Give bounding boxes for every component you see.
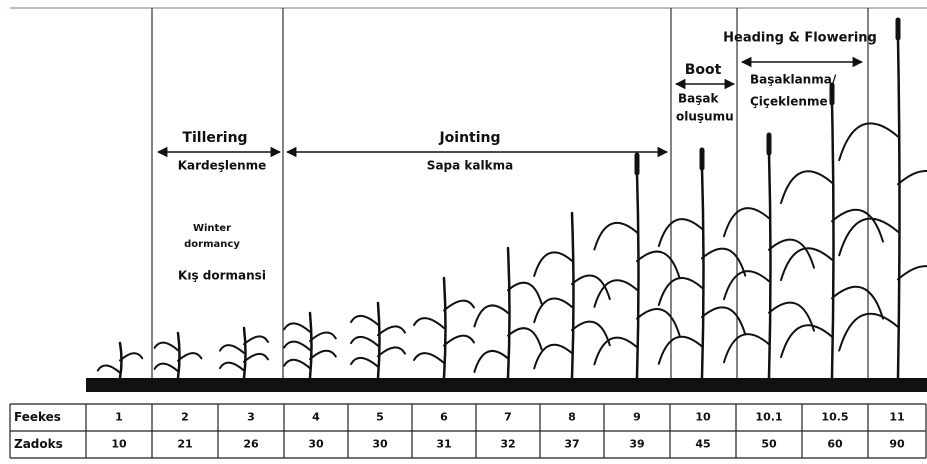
table-cell: 30 — [308, 438, 324, 451]
leaf — [781, 248, 832, 280]
stage-name: Heading & Flowering — [723, 31, 877, 46]
stage-local-name: Başaklanma/ — [750, 73, 837, 87]
leaf — [534, 299, 572, 323]
row-label: Zadoks — [14, 437, 63, 451]
stage-local-name: Çiçeklenme — [750, 95, 828, 109]
leaf — [508, 328, 542, 349]
table-cell: 10.1 — [755, 411, 782, 424]
dormancy-local-name: Kış dormansi — [178, 269, 266, 283]
table-cell: 39 — [629, 438, 644, 451]
leaf — [534, 252, 572, 276]
table-cell: 6 — [440, 411, 448, 424]
table-cell: 60 — [827, 438, 843, 451]
leaf — [284, 360, 310, 368]
leaf — [378, 326, 405, 335]
stage-name: Tillering — [182, 130, 247, 146]
leaf — [351, 337, 378, 346]
leaf — [474, 305, 508, 326]
table-cell: 32 — [500, 438, 515, 451]
stage-name: Boot — [685, 62, 722, 78]
leaf — [284, 323, 310, 331]
leaf — [444, 336, 474, 346]
table-cell: 45 — [695, 438, 710, 451]
leaf — [637, 252, 680, 279]
leaf — [898, 266, 927, 303]
leaf — [724, 334, 769, 362]
leaf — [659, 219, 702, 246]
leaf — [572, 322, 610, 346]
leaf — [724, 208, 769, 236]
leaf — [284, 342, 310, 350]
table-cell: 31 — [436, 438, 451, 451]
leaf — [178, 353, 201, 361]
table-cell: 2 — [181, 411, 189, 424]
table-cell: 21 — [177, 438, 192, 451]
stage-local-name: Sapa kalkma — [427, 159, 513, 173]
leaf — [594, 338, 637, 365]
leaf — [310, 333, 336, 341]
leaf — [702, 307, 745, 334]
table-cell: 1 — [115, 411, 123, 424]
growth-stage-diagram: Tillering Kardeşlenme Jointing Sapa kalk… — [0, 0, 927, 464]
table-cell: 9 — [633, 411, 641, 424]
stage-local-name: oluşumu — [676, 110, 734, 124]
table-cell: 26 — [243, 438, 259, 451]
table-cell: 10.5 — [821, 411, 848, 424]
dormancy-name: Winter — [193, 223, 231, 234]
table-cell: 10 — [695, 411, 711, 424]
leaf — [637, 309, 680, 336]
leaf — [474, 351, 508, 372]
table-cell: 7 — [504, 411, 512, 424]
table-cell: 4 — [312, 411, 320, 424]
stage-local-name: Başak — [678, 92, 719, 106]
leaf — [244, 336, 268, 344]
table-cell: 5 — [376, 411, 384, 424]
table-cell: 3 — [247, 411, 255, 424]
leaf — [378, 347, 405, 356]
leaf — [414, 353, 444, 363]
leaf — [351, 358, 378, 367]
leaf — [98, 365, 120, 372]
stage-local-name: Kardeşlenme — [178, 159, 267, 173]
leaf — [769, 240, 814, 268]
leaf — [120, 353, 142, 360]
leaf — [594, 223, 637, 250]
leaf — [155, 364, 178, 372]
table-cell: 90 — [889, 438, 905, 451]
table-cell: 11 — [889, 411, 904, 424]
stage-name: Jointing — [438, 130, 500, 146]
leaf — [832, 210, 883, 242]
leaf — [244, 354, 268, 362]
leaf — [724, 271, 769, 299]
leaf — [508, 283, 542, 304]
leaf — [702, 249, 745, 276]
leaf — [220, 345, 244, 353]
leaf — [781, 325, 832, 357]
leaf — [444, 301, 474, 311]
table-cell: 30 — [372, 438, 388, 451]
leaf — [155, 343, 178, 351]
dormancy-name: dormancy — [184, 239, 240, 250]
leaf — [781, 171, 832, 203]
leaf — [659, 278, 702, 305]
leaf — [769, 303, 814, 331]
leaf — [898, 171, 927, 208]
leaf — [414, 318, 444, 328]
table-cell: 8 — [568, 411, 576, 424]
table-cell: 10 — [111, 438, 127, 451]
leaf — [351, 316, 378, 325]
leaf — [220, 363, 244, 371]
leaf — [534, 345, 572, 369]
ground — [86, 378, 927, 392]
table-cell: 37 — [564, 438, 579, 451]
leaf — [310, 351, 336, 359]
leaf — [659, 337, 702, 364]
table-cell: 50 — [761, 438, 777, 451]
row-label: Feekes — [14, 410, 61, 424]
leaf — [594, 280, 637, 307]
